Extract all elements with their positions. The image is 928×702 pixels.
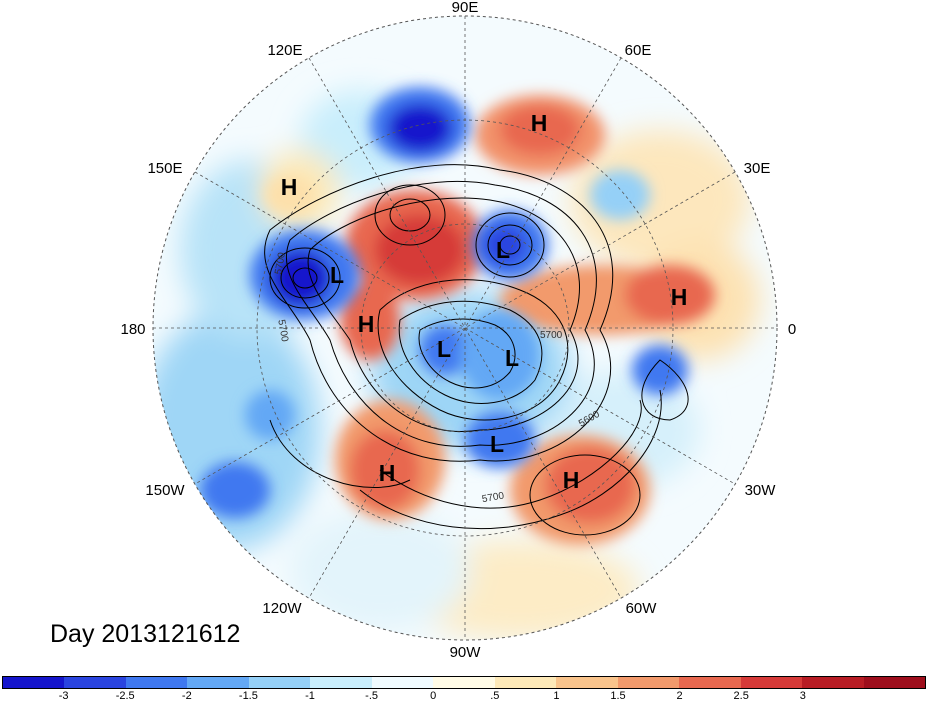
colorbar-tick-label: 3 xyxy=(799,690,806,702)
colorbar-segment xyxy=(863,677,926,688)
colorbar-segment xyxy=(679,677,741,688)
colorbar-tick-label: 2 xyxy=(676,690,683,702)
longitude-labels: 90E 60E 30E 0 30W 60W 90W 120W 150W 180 … xyxy=(120,0,796,661)
colorbar-segment xyxy=(371,677,434,688)
colorbar-segment xyxy=(433,677,495,688)
colorbar-segment xyxy=(740,677,803,688)
low-center: L xyxy=(330,262,344,288)
lon-label-180: 180 xyxy=(120,321,145,338)
colorbar-segment xyxy=(617,677,680,688)
map-boundary xyxy=(152,15,778,641)
colorbar xyxy=(2,676,926,689)
lon-label-90w: 90W xyxy=(450,644,482,661)
lon-label-30w: 30W xyxy=(745,482,777,499)
high-center: H xyxy=(563,467,580,493)
low-center: L xyxy=(496,237,510,263)
colorbar-tick-label: -3 xyxy=(58,690,69,702)
lon-label-60w: 60W xyxy=(626,600,658,617)
lon-label-120w: 120W xyxy=(262,600,302,617)
lon-label-150e: 150E xyxy=(147,160,182,177)
colorbar-tick-label: .5 xyxy=(490,690,500,702)
anomaly-field xyxy=(153,16,777,640)
colorbar-ticks: -3 -2.5 -2 -1.5 -1 -.5 0 .5 1 1.5 2 2.5 3 xyxy=(2,690,926,702)
colorbar-tick-label: 0 xyxy=(430,690,437,702)
colorbar-tick-label: -2 xyxy=(181,690,192,702)
colorbar-tick-label: -2.5 xyxy=(115,690,135,702)
lon-label-90e: 90E xyxy=(452,0,479,16)
colorbar-segment xyxy=(187,677,249,688)
colorbar-segment xyxy=(125,677,188,688)
contour-label: 5700 xyxy=(481,490,505,505)
high-center: H xyxy=(531,110,548,136)
height-contours xyxy=(264,164,689,536)
high-center: H xyxy=(379,460,396,486)
low-center: L xyxy=(505,345,519,371)
pressure-centers: H H L L L H H L L H H xyxy=(281,110,688,493)
low-center: L xyxy=(437,336,451,362)
high-center: H xyxy=(358,311,375,337)
lon-label-60e: 60E xyxy=(625,42,652,59)
high-center: H xyxy=(281,174,298,200)
colorbar-tick-label: -1 xyxy=(305,690,315,702)
colorbar-tick-label: 1 xyxy=(553,690,560,702)
day-label: Day 2013121612 xyxy=(50,620,241,648)
colorbar-segment xyxy=(494,677,557,688)
colorbar-tick-label: -.5 xyxy=(365,690,379,702)
colorbar-segment xyxy=(310,677,372,688)
lon-label-150w: 150W xyxy=(145,482,185,499)
colorbar-segment xyxy=(556,677,618,688)
colorbar-tick-label: 1.5 xyxy=(610,690,626,702)
colorbar-tick-label: 2.5 xyxy=(733,690,749,702)
low-center: L xyxy=(490,431,504,457)
colorbar-tick-label: -1.5 xyxy=(238,690,258,702)
lon-label-120e: 120E xyxy=(267,42,302,59)
colorbar-segment xyxy=(3,677,65,688)
colorbar-segment xyxy=(64,677,126,688)
colorbar-segment xyxy=(248,677,311,688)
colorbar-segment xyxy=(802,677,864,688)
high-center: H xyxy=(671,284,688,310)
lon-label-0: 0 xyxy=(788,321,796,338)
contour-label: 5700 xyxy=(273,251,288,275)
lon-label-30e: 30E xyxy=(744,160,771,177)
contour-label: 5700 xyxy=(275,319,290,343)
contour-label: 5700 xyxy=(540,330,563,341)
graticule xyxy=(153,16,777,640)
